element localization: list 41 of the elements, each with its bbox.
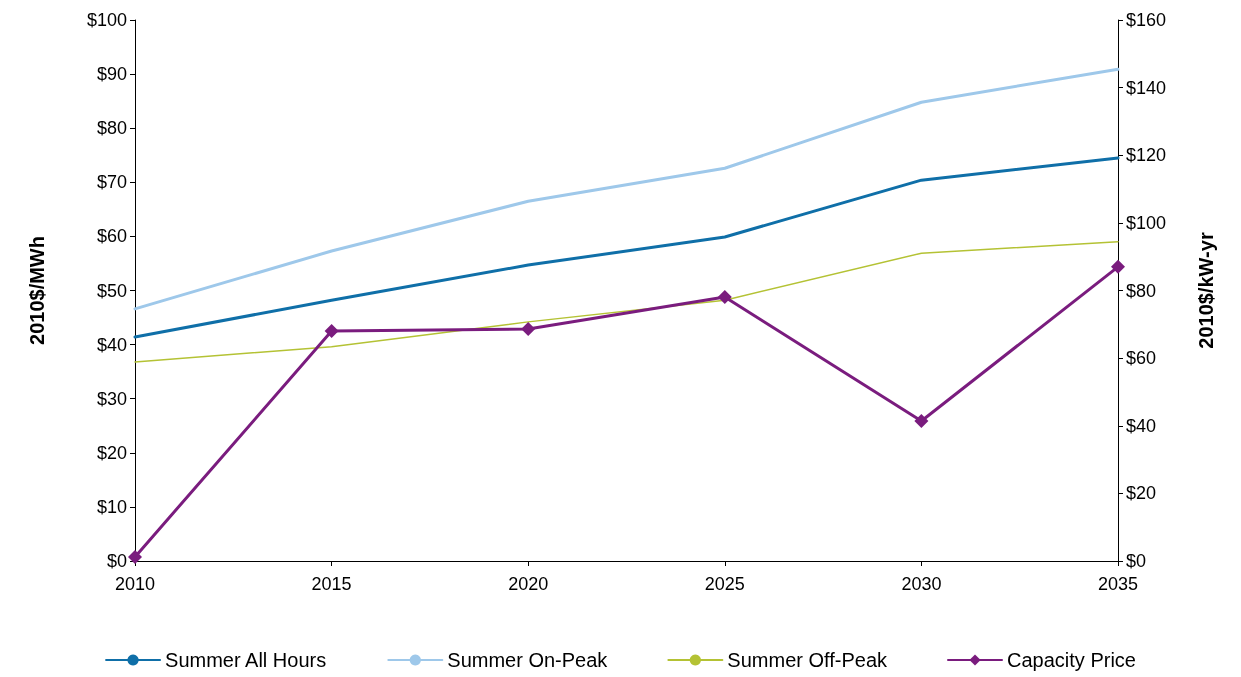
legend-label: Capacity Price (1007, 649, 1136, 671)
y2-tick-label: $140 (1126, 77, 1167, 98)
y2-tick-label: $160 (1126, 10, 1167, 30)
legend-label: Summer On-Peak (447, 649, 609, 671)
point (324, 324, 339, 339)
line-series (134, 241, 1119, 363)
y2-tick-label: $60 (1126, 348, 1157, 369)
y2-tick-label: $100 (1126, 212, 1167, 233)
y-tick-label: $50 (96, 280, 127, 301)
y-tick-label: $100 (86, 10, 127, 30)
point (717, 289, 732, 304)
x-tick-label: 2020 (508, 574, 549, 594)
y2-tick-label: $80 (1126, 280, 1157, 301)
y2-axis-title: 2010$/kW-yr (1195, 232, 1217, 349)
x-tick-label: 2015 (311, 574, 352, 594)
y-tick-label: $40 (96, 334, 127, 355)
y-tick-label: $30 (96, 388, 127, 409)
point (128, 549, 142, 564)
legend-label: Summer All Hours (165, 649, 327, 671)
y-tick-label: $60 (96, 226, 127, 247)
y-tick-label: $10 (96, 496, 127, 517)
y-tick-label: $20 (96, 442, 127, 463)
y-tick-label: $70 (96, 172, 127, 193)
y-tick-label: $0 (106, 551, 127, 571)
y2-tick-label: $40 (1126, 415, 1157, 436)
y-axis-title: 2010$/MWh (26, 236, 48, 345)
y-tick-label: $80 (96, 118, 127, 139)
x-tick-label: 2025 (704, 574, 745, 594)
legend-label: Summer Off-Peak (727, 649, 889, 671)
point (914, 414, 929, 429)
point (521, 322, 536, 337)
y2-tick-label: $120 (1126, 145, 1167, 166)
x-tick-label: 2010 (114, 574, 156, 594)
y2-tick-label: $0 (1126, 551, 1147, 571)
x-tick-label: 2035 (1097, 574, 1139, 594)
line-series (133, 67, 1120, 311)
y-tick-label: $90 (96, 64, 127, 85)
line-series (133, 156, 1120, 339)
x-tick-label: 2030 (901, 574, 942, 594)
y2-tick-label: $20 (1126, 483, 1157, 504)
point (1111, 259, 1125, 274)
